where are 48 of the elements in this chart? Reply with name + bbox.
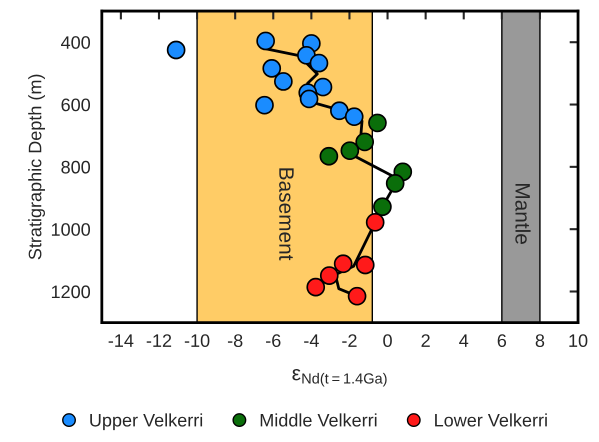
x-tick-label: 4 [459, 334, 468, 347]
point [373, 197, 392, 216]
point [320, 146, 338, 166]
y-axis-title: Stratigraphic Depth (m) [28, 74, 45, 260]
point [274, 72, 293, 91]
x-tick-label: -6 [266, 334, 280, 348]
point [330, 101, 349, 120]
point [166, 40, 186, 60]
x-tick-label: 10 [569, 334, 588, 348]
band-label: Mantle [515, 184, 531, 244]
x-tick-label: 6 [498, 334, 506, 348]
point [262, 59, 282, 78]
point [255, 96, 274, 114]
point [344, 107, 364, 126]
point [306, 278, 326, 296]
x-tick-label: -2 [342, 334, 357, 347]
point [366, 212, 385, 232]
legend-label: Upper Velkerri [90, 413, 202, 430]
y-tick-label: 1000 [52, 223, 90, 236]
band-label: Basement [279, 168, 294, 260]
point [356, 256, 375, 274]
point [256, 32, 275, 50]
x-tick-label: 2 [422, 334, 430, 347]
point [386, 174, 405, 193]
point [310, 54, 328, 72]
legend-label: Lower Velkerri [435, 413, 547, 427]
x-tick-label: -14 [108, 334, 134, 347]
y-tick-label: 400 [61, 36, 90, 49]
point [334, 254, 353, 274]
point [300, 90, 318, 108]
point [314, 78, 332, 96]
x-tick-label: -10 [184, 334, 210, 348]
x-tick-label: 8 [536, 334, 544, 348]
point [320, 266, 339, 285]
point [355, 132, 374, 152]
point [368, 114, 387, 132]
point [297, 46, 316, 65]
x-tick-label: -4 [304, 334, 319, 347]
point [340, 141, 360, 160]
legend-label: Middle Velkerri [260, 413, 376, 427]
x-tick-label: -8 [228, 334, 242, 348]
y-tick-label: 1200 [52, 285, 90, 298]
x-axis-title: ε$_{Nd(t=1.4Ga)}$ [292, 368, 387, 387]
y-tick-label: 800 [61, 160, 90, 174]
x-tick-label: 0 [383, 334, 392, 348]
x-tick-label: -12 [146, 334, 172, 347]
point [348, 286, 366, 306]
y-tick-label: 600 [62, 98, 90, 112]
